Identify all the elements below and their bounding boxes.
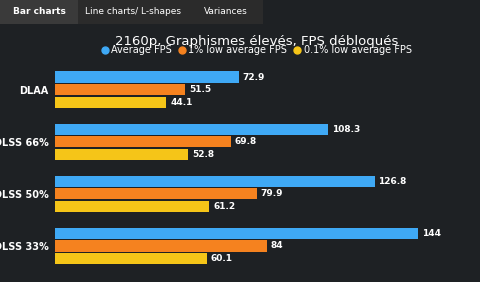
Bar bbox=[55, 136, 231, 147]
Bar bbox=[55, 253, 207, 264]
Bar bbox=[55, 201, 209, 212]
Bar bbox=[188, 0, 263, 24]
Text: 44.1: 44.1 bbox=[170, 98, 192, 107]
Bar bbox=[78, 0, 188, 24]
Bar bbox=[55, 188, 256, 199]
Text: 69.8: 69.8 bbox=[235, 137, 257, 146]
Text: 144: 144 bbox=[422, 229, 441, 238]
Text: Variances: Variances bbox=[204, 8, 247, 16]
Bar bbox=[55, 228, 418, 239]
Text: 126.8: 126.8 bbox=[379, 177, 407, 186]
Bar bbox=[55, 96, 167, 108]
Text: 84: 84 bbox=[271, 241, 283, 250]
Text: 72.9: 72.9 bbox=[243, 72, 265, 81]
Text: Line charts/ L-shapes: Line charts/ L-shapes bbox=[85, 8, 181, 16]
Text: 52.8: 52.8 bbox=[192, 150, 214, 159]
Text: Bar charts: Bar charts bbox=[12, 8, 65, 16]
Bar bbox=[55, 176, 375, 187]
Bar bbox=[55, 240, 267, 252]
Text: 2160p, Graphismes élevés, FPS débloqués: 2160p, Graphismes élevés, FPS débloqués bbox=[115, 34, 398, 48]
Bar bbox=[55, 124, 328, 135]
Text: 108.3: 108.3 bbox=[332, 125, 360, 134]
Legend: Average FPS, 1% low average FPS, 0.1% low average FPS: Average FPS, 1% low average FPS, 0.1% lo… bbox=[98, 41, 415, 59]
Text: 60.1: 60.1 bbox=[210, 254, 232, 263]
Bar bbox=[55, 84, 185, 95]
Bar bbox=[55, 149, 188, 160]
Text: 79.9: 79.9 bbox=[260, 189, 283, 198]
Text: 61.2: 61.2 bbox=[213, 202, 235, 211]
Text: 51.5: 51.5 bbox=[189, 85, 211, 94]
Bar bbox=[0, 0, 78, 24]
Bar bbox=[55, 71, 239, 83]
